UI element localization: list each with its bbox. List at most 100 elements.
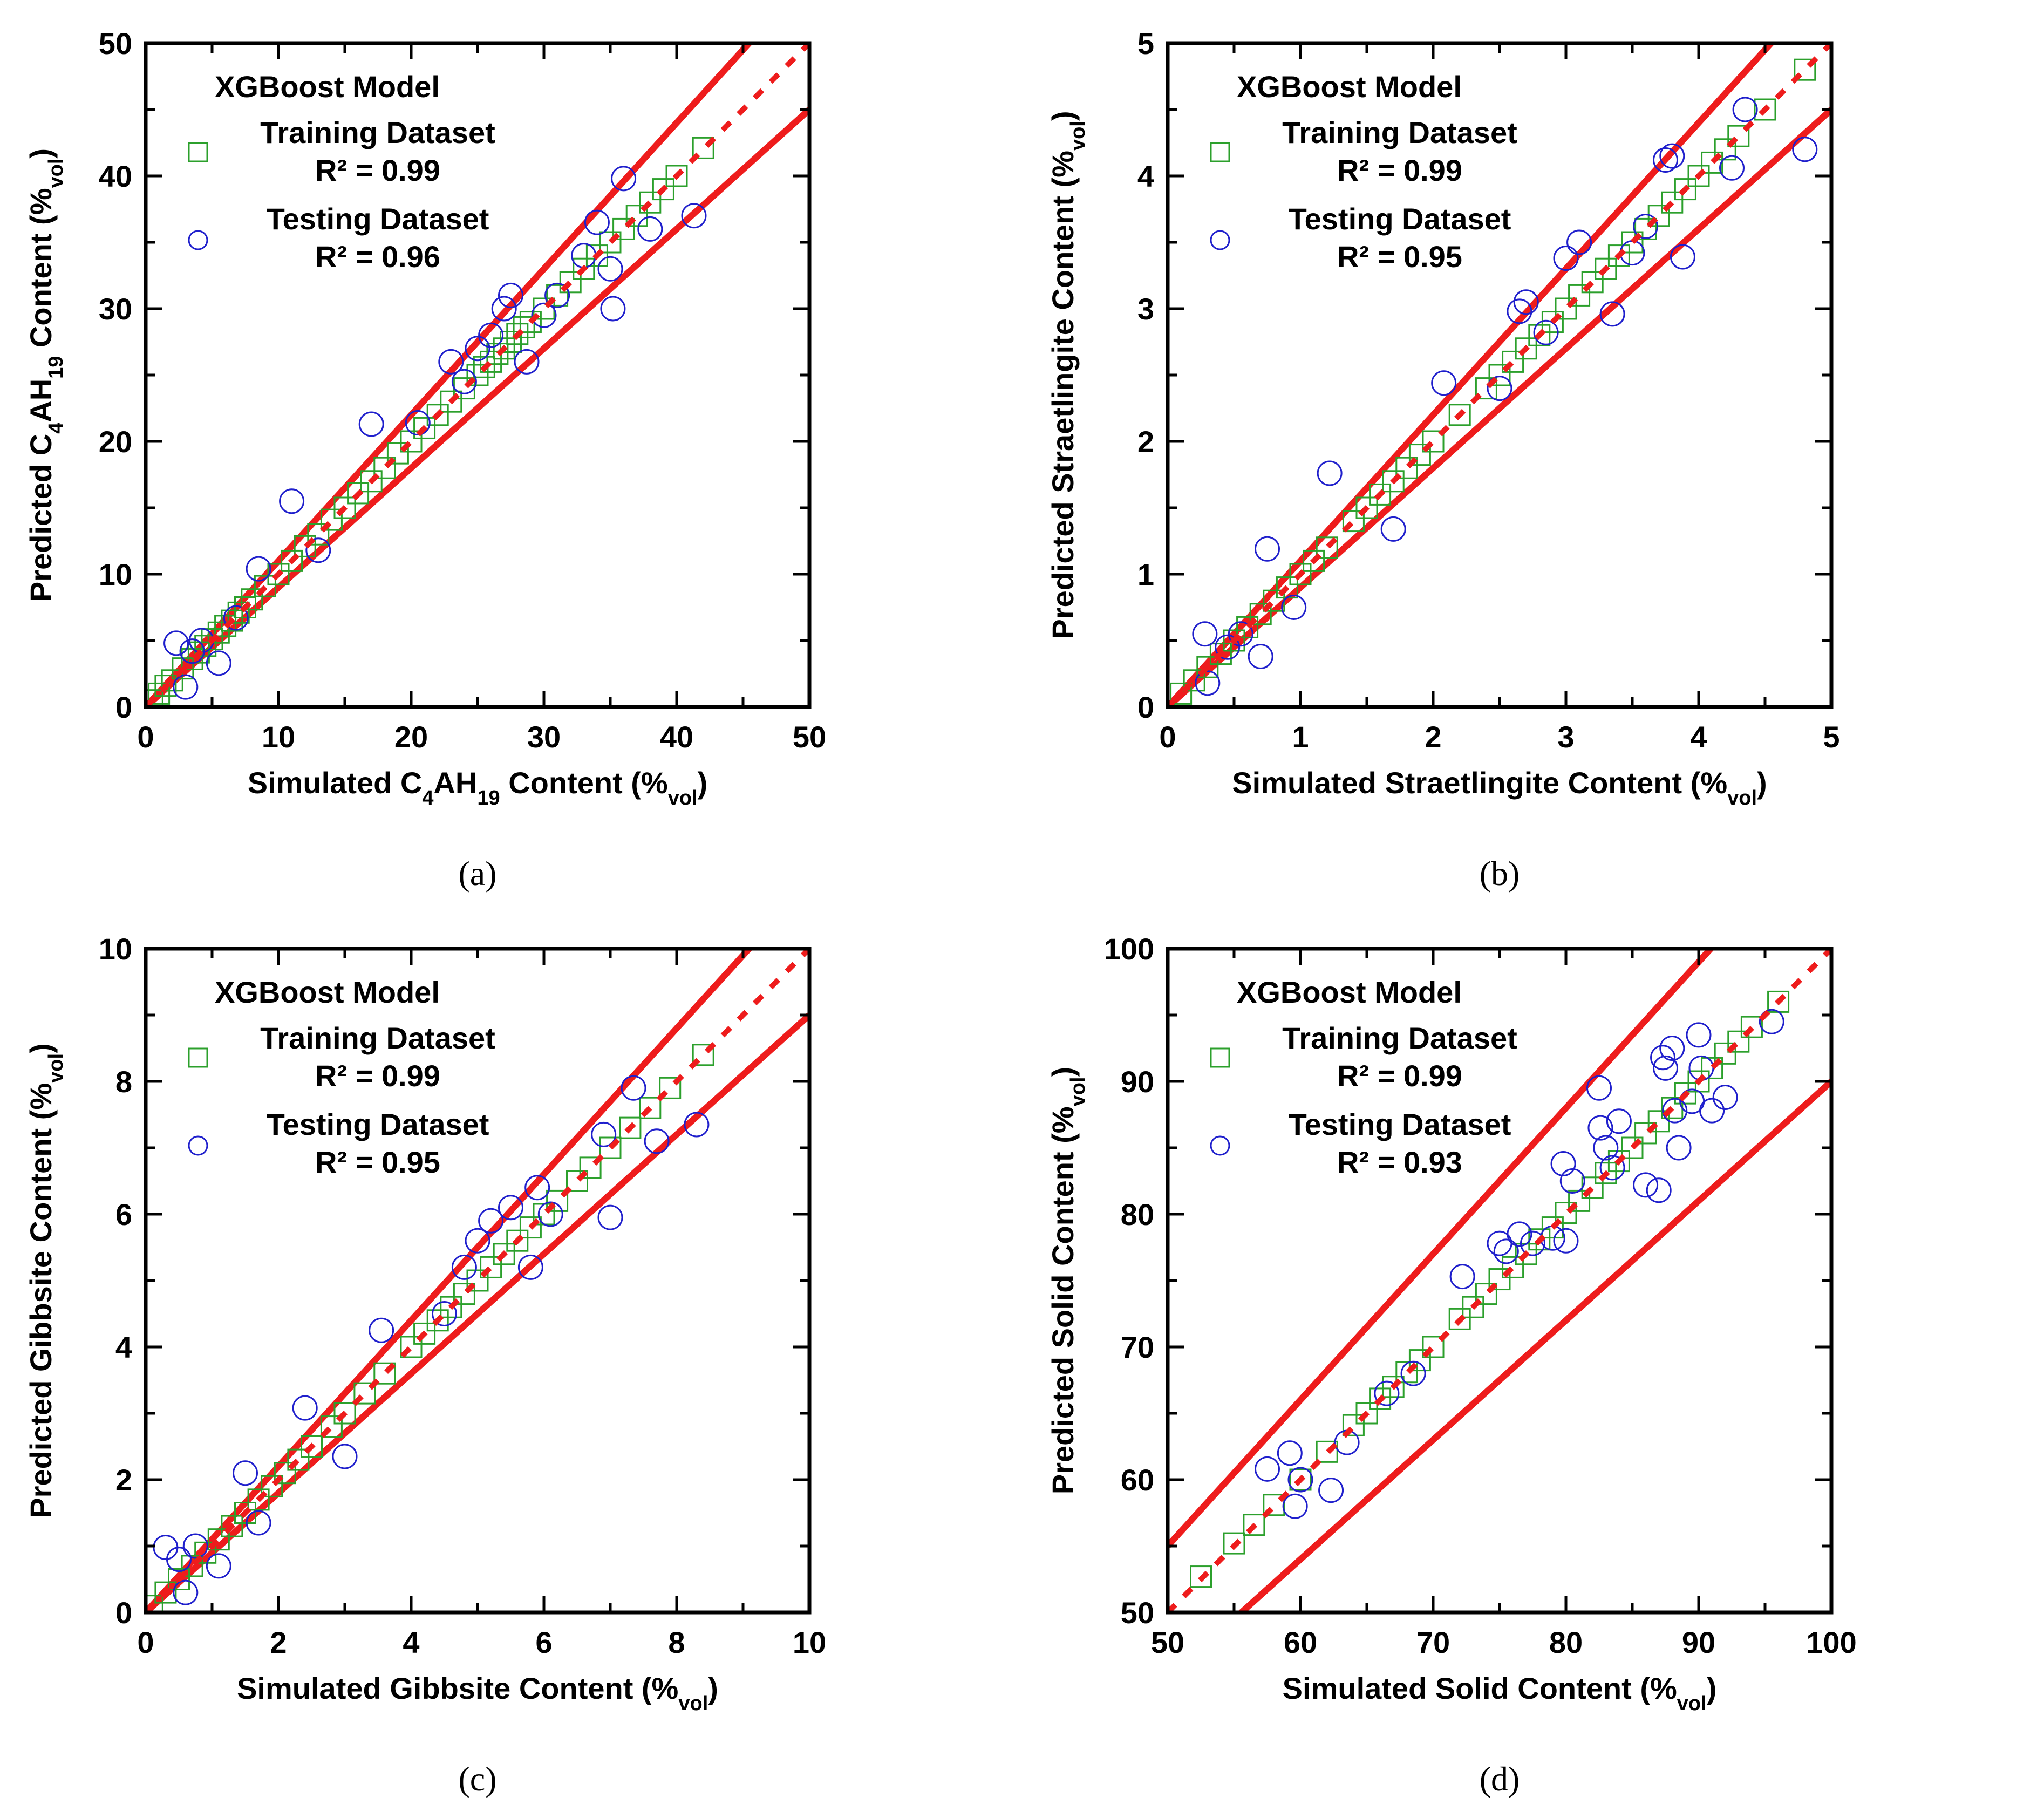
training-point [1607, 244, 1630, 267]
training-point [519, 1216, 542, 1239]
training-point [287, 1448, 310, 1471]
y-tick-label: 60 [1121, 1463, 1154, 1497]
training-point [1422, 430, 1445, 453]
testing-point [1666, 1135, 1692, 1161]
training-point [267, 563, 290, 585]
testing-point [182, 1533, 208, 1559]
training-point [1687, 165, 1710, 187]
legend-testing-marker [1210, 230, 1230, 250]
x-axis-title-mid: AH [433, 766, 477, 800]
training-point [1488, 364, 1511, 386]
y-tick-label: 100 [1104, 932, 1154, 966]
legend: XGBoost Model Training Dataset R² = 0.99 Te… [1210, 70, 1517, 274]
legend: XGBoost Model Training Dataset R² = 0.99 Te… [188, 70, 495, 274]
training-point [1502, 350, 1524, 373]
testing-point [1659, 1036, 1685, 1061]
testing-point [644, 1128, 670, 1154]
testing-point [514, 349, 540, 375]
training-point [659, 1077, 682, 1099]
training-point [1595, 257, 1617, 280]
training-point [692, 137, 714, 159]
y-tick-label: 3 [1137, 292, 1154, 326]
y-axis-title: Predicted Straetlingite Content (%vol) [1046, 111, 1089, 639]
y-axis-title-sub3: vol [1067, 1077, 1089, 1107]
legend-training-r2: R² = 0.99 [1337, 153, 1462, 187]
x-tick-label: 4 [1690, 720, 1707, 754]
legend-testing-r2: R² = 0.95 [1337, 240, 1462, 274]
legend-testing-label: Testing Dataset [267, 202, 489, 236]
plot-area [1168, 43, 1831, 707]
testing-point [166, 1547, 192, 1572]
x-tick-label: 2 [270, 1625, 287, 1659]
testing-point [584, 209, 610, 235]
training-point [1236, 616, 1259, 638]
training-point [1607, 1150, 1630, 1173]
x-axis-title-end: ) [1757, 766, 1767, 800]
testing-point [498, 282, 523, 308]
legend-training-label: Training Dataset [260, 115, 495, 149]
testing-point [292, 1395, 318, 1421]
testing-point [478, 1208, 504, 1234]
testing-point [1248, 644, 1273, 670]
training-point [619, 1116, 642, 1139]
panel-b: 0 1 2 3 4 5 0 1 2 3 4 5 Simulated Straetlingite Cont… [1022, 0, 2044, 906]
training-point [1448, 1308, 1471, 1330]
panel-label: (b) [1480, 854, 1520, 893]
training-point [1515, 337, 1537, 360]
plot-area [146, 949, 809, 1612]
legend-training-r2: R² = 0.99 [315, 153, 440, 187]
training-point [1674, 1082, 1696, 1105]
testing-point [1593, 1135, 1619, 1161]
y-axis-title-end: ) [1046, 111, 1080, 121]
training-point [1382, 470, 1405, 493]
training-point [221, 609, 243, 632]
testing-point [1553, 1228, 1579, 1254]
training-point [1555, 1202, 1577, 1224]
training-point [1369, 483, 1392, 506]
legend-training-label: Training Dataset [1282, 1021, 1517, 1055]
training-point [639, 191, 662, 214]
x-tick-label: 30 [527, 720, 561, 754]
training-point [1209, 643, 1232, 665]
y-tick-label: 2 [115, 1463, 132, 1497]
training-point [347, 482, 370, 505]
training-point [247, 1488, 270, 1511]
testing-point [681, 203, 707, 229]
training-point [1462, 1296, 1484, 1318]
testing-point [591, 1121, 617, 1147]
testing-point [1255, 536, 1280, 562]
training-point [1316, 1440, 1338, 1463]
legend-testing-r2: R² = 0.93 [1337, 1145, 1462, 1179]
testing-point [1228, 621, 1253, 647]
training-point [506, 323, 529, 345]
y-axis-title-end: ) [1046, 1067, 1080, 1077]
legend-testing-label: Testing Dataset [1289, 202, 1511, 236]
training-point [353, 1382, 376, 1405]
testing-point [1487, 376, 1512, 401]
testing-point [1282, 1493, 1308, 1519]
training-point [519, 311, 542, 333]
testing-point [1646, 1177, 1672, 1203]
testing-point [1255, 1456, 1280, 1482]
testing-point [1374, 1380, 1400, 1406]
testing-point [498, 1195, 523, 1221]
training-point [301, 1435, 323, 1458]
x-tick-label: 60 [1284, 1625, 1317, 1659]
y-tick-label: 20 [99, 425, 132, 459]
legend-training-marker [1210, 142, 1230, 162]
testing-point [1699, 1098, 1725, 1124]
training-point [1794, 58, 1816, 81]
x-axis-title-end: ) [1707, 1671, 1717, 1705]
testing-point [531, 302, 557, 328]
y-tick-label: 8 [115, 1065, 132, 1099]
training-point [513, 316, 535, 338]
testing-point [332, 1444, 358, 1469]
y-axis-title-pre: Predicted Straetlingite Content (% [1046, 151, 1080, 639]
y-axis-title-pre: Predicted Solid Content (% [1046, 1106, 1080, 1494]
training-point [333, 496, 356, 519]
legend-testing-marker [188, 230, 208, 250]
y-tick-label: 4 [115, 1330, 132, 1364]
lower-bound-line [1236, 1079, 1831, 1612]
y-axis-title-post: Content (% [24, 188, 58, 356]
training-point [1727, 125, 1750, 147]
